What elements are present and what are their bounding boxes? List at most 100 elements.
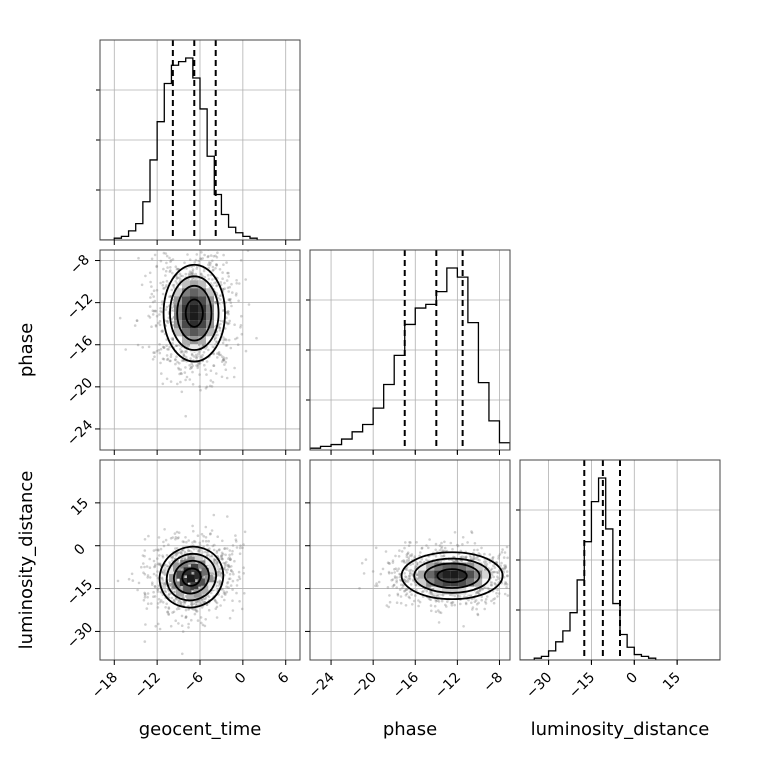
- density-cell: [206, 312, 214, 321]
- density-cell: [182, 288, 190, 297]
- density-cell: [442, 586, 451, 595]
- sample-point: [390, 578, 394, 582]
- sample-point: [180, 349, 184, 353]
- sample-point: [224, 344, 228, 347]
- sample-point: [209, 379, 213, 382]
- sample-point: [216, 535, 219, 538]
- sample-point: [484, 598, 488, 601]
- sample-point: [219, 604, 222, 607]
- sample-point: [240, 314, 243, 318]
- sample-point: [183, 230, 186, 233]
- sample-point: [194, 608, 198, 611]
- sample-point: [151, 358, 155, 361]
- sample-point: [506, 574, 509, 578]
- sample-point: [143, 591, 146, 595]
- sample-point: [418, 554, 421, 558]
- sample-point: [430, 592, 434, 595]
- sample-point: [206, 273, 210, 277]
- sample-point: [143, 640, 147, 643]
- x-tick-label: −30: [523, 670, 555, 702]
- sample-point: [512, 601, 515, 604]
- sample-point: [194, 602, 197, 605]
- sample-point: [181, 540, 185, 543]
- sample-point: [148, 232, 151, 235]
- sample-point: [156, 576, 160, 580]
- sample-point: [451, 560, 455, 563]
- sample-point: [225, 343, 229, 347]
- sample-point: [118, 316, 122, 320]
- sample-point: [414, 565, 417, 568]
- sample-point: [153, 253, 157, 257]
- sample-point: [212, 364, 215, 367]
- sample-point: [418, 600, 422, 604]
- sample-point: [196, 601, 200, 604]
- sample-point: [184, 574, 187, 578]
- sample-point: [195, 578, 198, 582]
- sample-point: [233, 366, 236, 370]
- sample-point: [197, 259, 201, 263]
- sample-point: [164, 308, 168, 311]
- sample-point: [137, 256, 140, 260]
- sample-point: [162, 570, 165, 574]
- sample-point: [374, 584, 377, 588]
- sample-point: [496, 595, 499, 598]
- sample-point: [524, 555, 527, 558]
- sample-point: [191, 370, 194, 374]
- density-cell: [198, 280, 206, 289]
- sample-point: [177, 536, 180, 539]
- sample-point: [184, 608, 188, 612]
- sample-point: [175, 355, 178, 359]
- sample-point: [411, 603, 414, 606]
- sample-point: [164, 590, 168, 594]
- sample-point: [227, 298, 230, 302]
- sample-point: [425, 589, 429, 593]
- sample-point: [189, 367, 192, 371]
- sample-point: [180, 624, 184, 627]
- sample-point: [221, 557, 224, 561]
- sample-point: [182, 185, 185, 188]
- density-cell: [190, 320, 198, 329]
- sample-point: [144, 274, 147, 278]
- sample-point: [153, 351, 156, 355]
- sample-point: [480, 598, 484, 602]
- x-tick-label: 0: [232, 670, 250, 688]
- sample-point: [159, 259, 163, 263]
- density-cell: [450, 586, 459, 595]
- density-cell: [418, 562, 427, 571]
- density-cell: [426, 562, 435, 571]
- sample-point: [222, 590, 226, 593]
- sample-point: [160, 300, 164, 303]
- density-cell: [187, 574, 195, 583]
- sample-point: [415, 589, 418, 592]
- sample-point: [200, 273, 203, 276]
- sample-point: [170, 582, 174, 586]
- sample-point: [221, 341, 225, 345]
- sample-point: [395, 580, 398, 584]
- sample-point: [200, 606, 204, 609]
- sample-point: [158, 562, 162, 566]
- sample-point: [455, 560, 459, 563]
- sample-point: [156, 570, 159, 573]
- sample-point: [188, 364, 191, 367]
- sample-point: [232, 572, 235, 576]
- density-cell: [174, 296, 182, 305]
- sample-point: [203, 600, 207, 604]
- y-tick-label: 15: [68, 495, 92, 519]
- sample-point: [212, 548, 216, 552]
- sample-point: [174, 265, 178, 269]
- sample-point: [438, 610, 441, 614]
- sample-point: [199, 616, 203, 619]
- sample-point: [187, 229, 190, 232]
- sample-point: [136, 343, 140, 347]
- sample-point: [233, 323, 236, 327]
- sample-point: [171, 258, 175, 261]
- sample-point: [212, 364, 216, 368]
- sample-point: [165, 354, 169, 357]
- sample-point: [397, 567, 401, 570]
- sample-point: [222, 253, 225, 257]
- sample-point: [403, 589, 407, 592]
- sample-point: [164, 606, 167, 609]
- sample-point: [492, 575, 496, 579]
- sample-point: [148, 576, 152, 579]
- density-cell: [418, 570, 427, 579]
